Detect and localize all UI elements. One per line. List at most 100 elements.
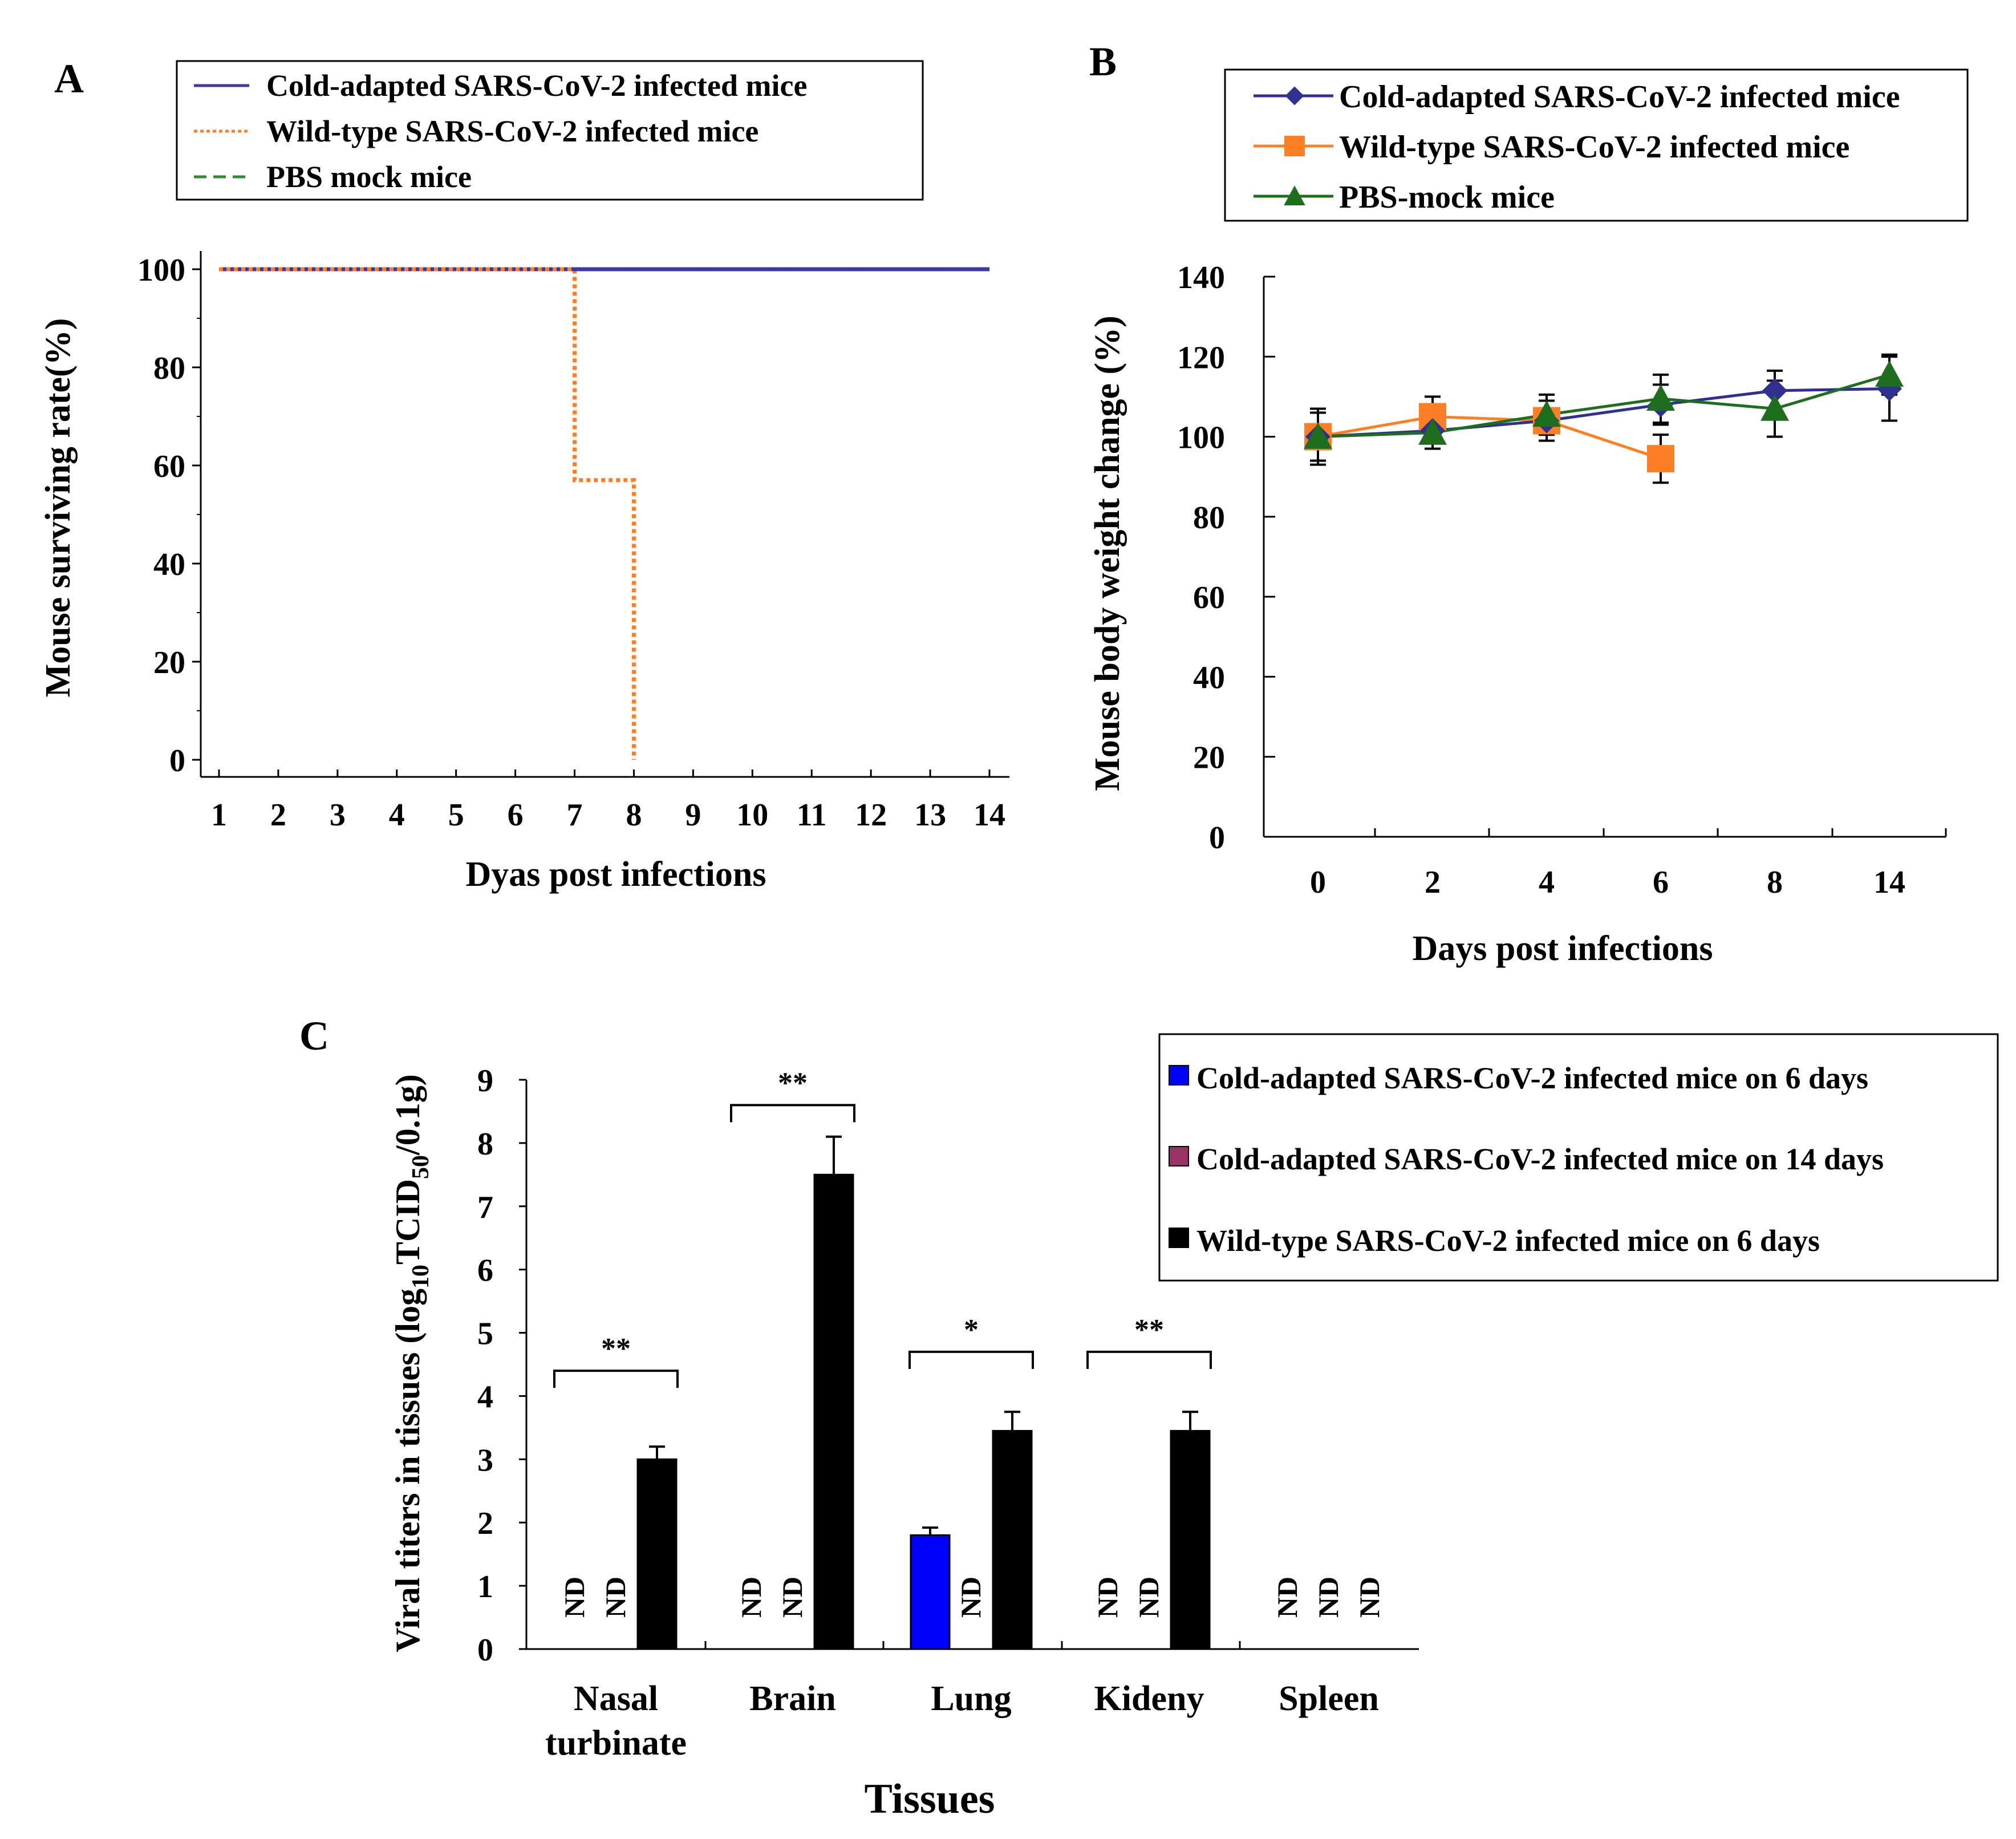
legend-label: Wild-type SARS-CoV-2 infected mice (266, 114, 758, 148)
y-tick-label: 80 (153, 351, 185, 386)
legend-label: Wild-type SARS-CoV-2 infected mice (1339, 129, 1849, 165)
series-line (1317, 373, 1890, 439)
data-point (1646, 384, 1675, 411)
y-tick-label: 0 (477, 1633, 493, 1668)
y-tick-label: 9 (477, 1063, 493, 1099)
nd-label: ND (776, 1577, 808, 1618)
bar (992, 1429, 1033, 1650)
y-tick-label: 40 (1193, 660, 1225, 695)
y-tick-label: 7 (477, 1190, 493, 1225)
x-tick-label: 5 (448, 797, 464, 833)
nd-label: ND (1353, 1577, 1385, 1618)
y-tick-label: 8 (477, 1127, 493, 1162)
significance-bracket (730, 1104, 855, 1123)
x-tick-label: 9 (685, 797, 701, 833)
legend-swatch (1169, 1228, 1189, 1248)
x-tick-label: Brain (749, 1679, 836, 1718)
legend-box (1224, 68, 1969, 222)
significance-label: ** (601, 1332, 631, 1365)
y-axis-label: Mouse surviving rate(%) (39, 318, 78, 698)
legend-label: PBS-mock mice (1339, 180, 1555, 215)
nd-label: ND (599, 1577, 631, 1618)
y-axis-label-part: /0.1g) (389, 1074, 427, 1156)
y-axis-label: Viral titers in tissues (log10TCID50/0.1… (389, 1074, 434, 1652)
x-tick-label: 7 (567, 797, 583, 833)
nd-label: ND (1271, 1577, 1303, 1618)
x-tick-label: Spleen (1279, 1679, 1379, 1718)
legend-label: Wild-type SARS-CoV-2 infected mice on 6 … (1196, 1224, 1820, 1258)
x-tick-label: 14 (1873, 865, 1905, 900)
x-axis-label: Days post infections (1412, 929, 1713, 968)
legend-box (1158, 1033, 1999, 1282)
x-tick-label: 8 (1767, 865, 1783, 900)
x-axis-label: Tissues (865, 1776, 995, 1822)
significance-bracket (553, 1370, 679, 1388)
y-axis-label-part: Viral titers in tissues (log (389, 1289, 427, 1652)
x-tick-label: 2 (1425, 865, 1441, 900)
significance-label: ** (778, 1067, 808, 1099)
x-tick-label: 0 (1310, 865, 1326, 900)
panel-b-label: B (1089, 39, 1117, 84)
y-axis-label-part: TCID (389, 1179, 427, 1265)
series-line (1317, 415, 1661, 460)
x-tick-label: 13 (914, 797, 946, 833)
y-tick-label: 0 (169, 743, 185, 779)
panel-c: C Cold-adapted SARS-CoV-2 infected mice … (299, 1013, 1999, 1822)
legend-marker (1285, 86, 1304, 106)
x-tick-label: 2 (270, 797, 286, 833)
x-tick-label: 11 (797, 797, 827, 833)
x-tick-label: 3 (330, 797, 346, 833)
nd-label: ND (1133, 1577, 1165, 1618)
legend-label: Cold-adapted SARS-CoV-2 infected mice (1339, 79, 1900, 115)
y-tick-label: 6 (477, 1253, 493, 1289)
x-tick-label: 14 (973, 797, 1005, 833)
legend-swatch (1169, 1065, 1189, 1085)
y-tick-label: 3 (477, 1443, 493, 1478)
x-tick-label: Lung (931, 1679, 1011, 1718)
y-axis-label: Mouse body weight change (%) (1088, 315, 1127, 791)
panel-a-label: A (54, 56, 84, 102)
significance-label: ** (1134, 1314, 1164, 1346)
data-point (1304, 422, 1332, 449)
legend-label: Cold-adapted SARS-CoV-2 infected mice on… (1196, 1142, 1884, 1176)
data-point (1875, 360, 1904, 387)
y-tick-label: 100 (137, 253, 185, 288)
y-tick-label: 120 (1177, 340, 1225, 375)
series-line (1317, 387, 1890, 439)
panel-b: B Cold-adapted SARS-CoV-2 infected mice W… (1088, 39, 1969, 968)
x-tick-label: 6 (1653, 865, 1669, 900)
legend-marker (1284, 185, 1305, 205)
legend-swatch (1169, 1146, 1189, 1166)
data-point (1532, 400, 1561, 427)
significance-bracket (908, 1350, 1034, 1369)
legend-label: PBS mock mice (266, 160, 472, 194)
nd-label: ND (1092, 1577, 1123, 1618)
x-tick-label: turbinate (545, 1724, 687, 1763)
y-tick-label: 140 (1177, 260, 1225, 295)
nd-label: ND (955, 1577, 987, 1618)
x-tick-label: 4 (389, 797, 405, 833)
y-tick-label: 20 (1193, 740, 1225, 776)
legend-label: Cold-adapted SARS-CoV-2 infected mice (266, 68, 807, 103)
nd-label: ND (558, 1577, 590, 1618)
data-point (1647, 445, 1674, 473)
significance-label: * (964, 1314, 979, 1346)
x-tick-label: 6 (508, 797, 524, 833)
y-tick-label: 0 (1209, 820, 1225, 856)
legend-box (176, 60, 924, 201)
y-tick-label: 60 (153, 449, 185, 484)
y-tick-label: 40 (153, 547, 185, 582)
nd-label: ND (735, 1577, 767, 1618)
y-tick-label: 5 (477, 1317, 493, 1352)
bar (636, 1458, 678, 1650)
data-point (1761, 394, 1789, 421)
y-tick-label: 2 (477, 1506, 493, 1541)
x-tick-label: 4 (1539, 865, 1555, 900)
panel-c-label: C (299, 1013, 329, 1059)
y-tick-label: 20 (153, 645, 185, 680)
bar (1170, 1429, 1211, 1650)
bar (813, 1173, 854, 1650)
significance-bracket (1086, 1350, 1212, 1369)
y-axis-label-part: 50 (408, 1155, 434, 1179)
legend-marker (1284, 136, 1305, 156)
